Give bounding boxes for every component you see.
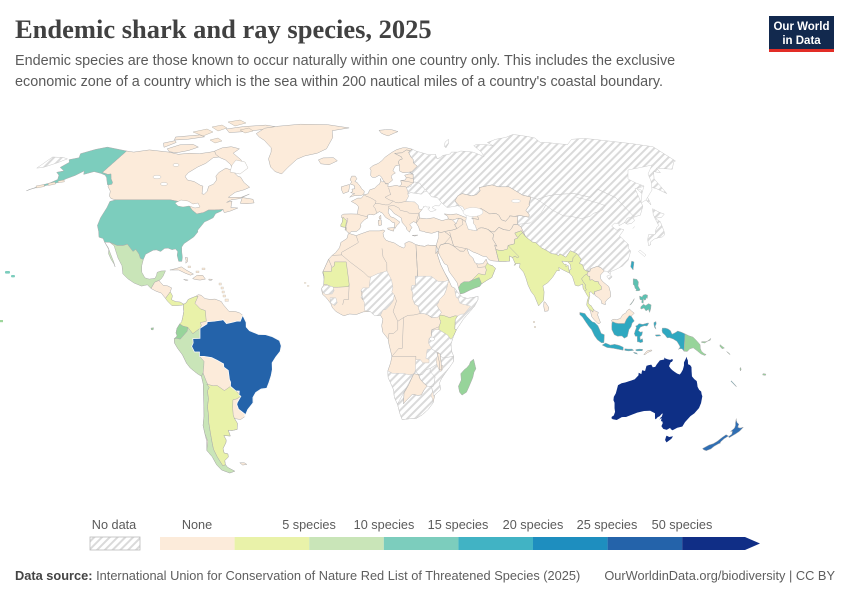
svg-text:10 species: 10 species	[354, 518, 415, 532]
svg-text:20 species: 20 species	[503, 518, 564, 532]
svg-text:5 species: 5 species	[282, 518, 336, 532]
svg-text:15 species: 15 species	[428, 518, 489, 532]
svg-text:No data: No data	[92, 518, 137, 532]
svg-text:None: None	[182, 518, 212, 532]
svg-text:50 species: 50 species	[652, 518, 713, 532]
svg-text:25 species: 25 species	[577, 518, 638, 532]
